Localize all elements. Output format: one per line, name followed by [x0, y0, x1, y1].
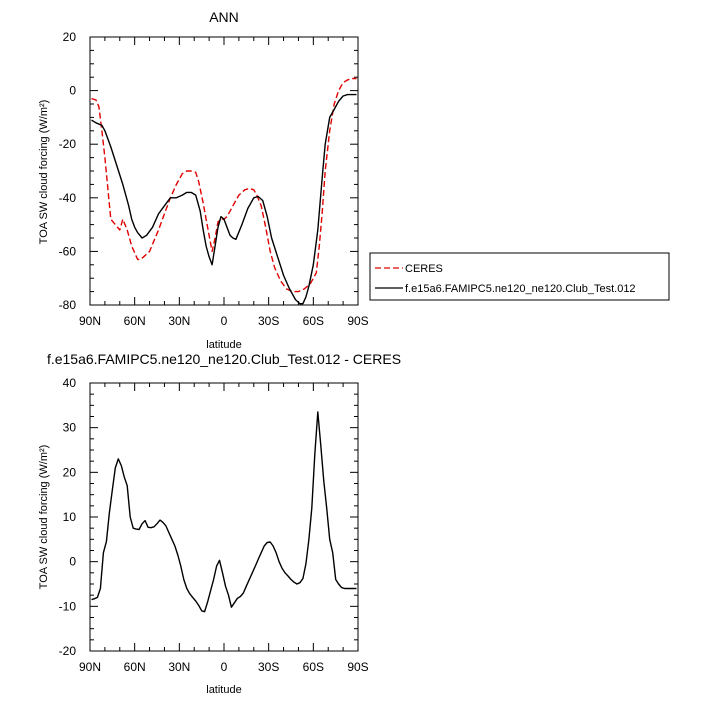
chart-top-ytick-label: -40	[59, 191, 77, 205]
chart-bottom-xlabel: latitude	[206, 684, 241, 696]
chart-top-legend: CERES f.e15a6.FAMIPC5.ne120_ne120.Club_T…	[369, 252, 670, 301]
chart-top-xtick-label: 30N	[168, 314, 190, 328]
chart-bottom-series	[91, 411, 357, 613]
chart-bottom-xtick-label: 90N	[79, 660, 101, 674]
chart-bottom-xtick-label: 90S	[347, 660, 368, 674]
chart-top-xtick-label: 0	[221, 314, 228, 328]
chart-top-ytick-label: -20	[59, 137, 77, 151]
legend-label-ceres: CERES	[405, 263, 443, 275]
chart-bottom-xtick-label: 60S	[303, 660, 324, 674]
chart-top-ytick-label: -80	[59, 298, 77, 312]
chart-bottom-ylabel: TOA SW cloud forcing (W/m²)	[38, 445, 50, 590]
chart-top-ytick-label: 20	[63, 30, 77, 44]
chart-bottom-ticks: 90N 60N 30N 0 30S 60S 90S 40 30 20 10 0 -10 -20	[59, 376, 369, 674]
chart-top-ylabel: TOA SW cloud forcing (W/m²)	[38, 100, 50, 245]
chart-top-ytick-label: 0	[69, 84, 76, 98]
chart-top-series-model-line	[91, 93, 357, 305]
chart-top-xtick-label: 90S	[347, 314, 368, 328]
chart-top-title: ANN	[209, 9, 239, 25]
chart-bottom-xtick-label: 0	[221, 660, 228, 674]
chart-top-xtick-label: 60S	[303, 314, 324, 328]
chart-top: ANN TOA SW cloud forcing (W/m²) latitude…	[38, 9, 670, 351]
legend-box	[369, 252, 670, 301]
chart-bottom-ytick-label: 0	[69, 555, 76, 569]
legend-label-model: f.e15a6.FAMIPC5.ne120_ne120.Club_Test.01…	[405, 283, 636, 295]
chart-top-xtick-label: 30S	[258, 314, 279, 328]
chart-bottom-title: f.e15a6.FAMIPC5.ne120_ne120.Club_Test.01…	[47, 351, 401, 367]
chart-bottom-ytick-label: 40	[63, 376, 77, 390]
chart-top-series-ceres-line	[91, 77, 357, 293]
chart-top-ticks: 90N 60N 30N 0 30S 60S 90S 20 0 -20 -40 -60 -80	[59, 30, 369, 328]
chart-bottom-xtick-label: 60N	[124, 660, 146, 674]
chart-top-frame	[89, 36, 359, 306]
chart-bottom-xtick-label: 30N	[168, 660, 190, 674]
chart-bottom-frame	[89, 382, 359, 652]
chart-bottom-ytick-label: 20	[63, 465, 77, 479]
chart-bottom-xtick-label: 30S	[258, 660, 279, 674]
chart-bottom-ytick-label: -10	[59, 599, 77, 613]
chart-top-series	[91, 77, 357, 305]
chart-bottom-ytick-label: -20	[59, 644, 77, 658]
chart-top-xtick-label: 60N	[124, 314, 146, 328]
chart-bottom: f.e15a6.FAMIPC5.ne120_ne120.Club_Test.01…	[38, 351, 401, 696]
chart-bottom-series-diff-line	[91, 411, 357, 613]
chart-top-xtick-label: 90N	[79, 314, 101, 328]
chart-top-xlabel: latitude	[206, 339, 241, 351]
chart-top-ytick-label: -60	[59, 244, 77, 258]
chart-bottom-ytick-label: 30	[63, 421, 77, 435]
chart-bottom-ytick-label: 10	[63, 510, 77, 524]
